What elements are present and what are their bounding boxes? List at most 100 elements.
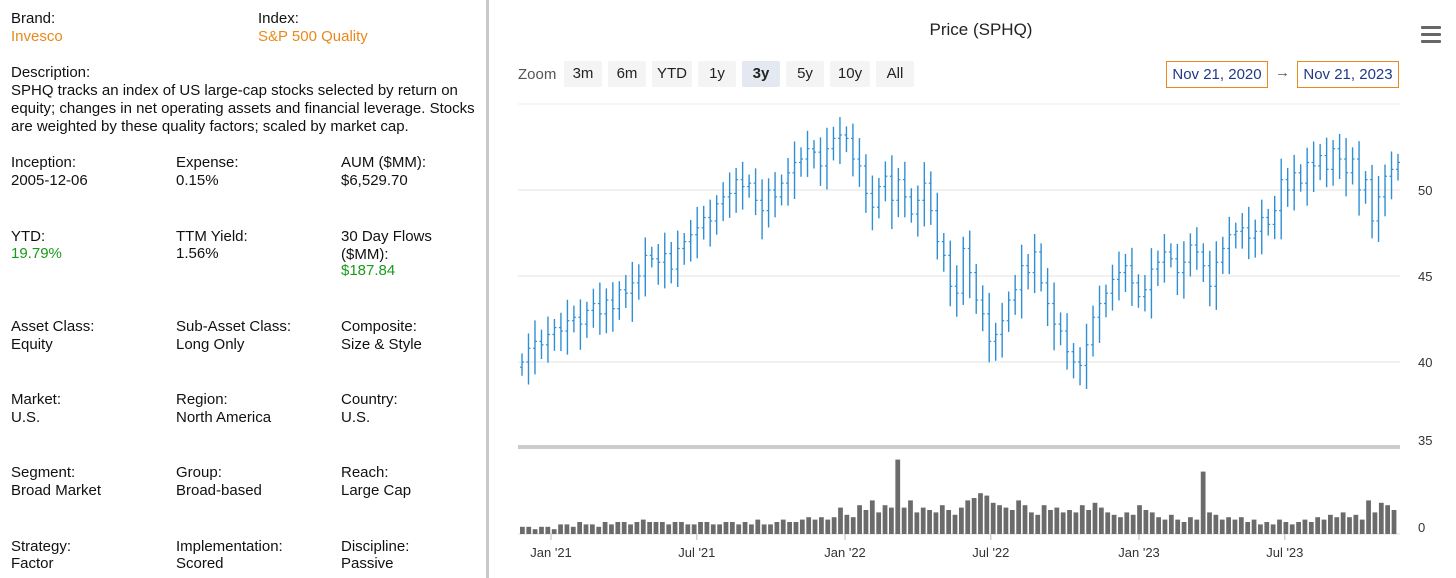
volume-bar [971,498,977,534]
volume-bar [1137,505,1142,534]
volume-bar [1092,502,1098,534]
brand-label: Brand: [11,10,56,27]
volume-bar [869,500,875,534]
volume-bar [1079,505,1085,534]
ytd-value: 19.79% [11,245,62,262]
volume-bar [927,510,932,534]
volume-bar [1028,512,1034,534]
volume-bar [577,522,583,534]
volume-bar [793,522,799,534]
volume-bar [774,522,780,534]
volume-bar [545,526,551,534]
implementation-label: Implementation: [176,538,283,555]
volume-bar [659,522,665,534]
ttm-yield-label: TTM Yield: [176,228,248,245]
volume-bar [596,526,602,534]
volume-bar [787,522,792,534]
volume-bar [882,505,888,534]
volume-bar [717,524,722,534]
volume-bar [1213,514,1219,534]
to-date-input[interactable]: Nov 21, 2023 [1297,61,1399,88]
expense-label: Expense: [176,154,239,171]
volume-bar [1277,519,1282,534]
volume-bar [526,526,532,534]
reach-value: Large Cap [341,482,412,499]
volume-bar [551,529,557,534]
volume-bar [1003,507,1009,534]
volume-bar [965,500,971,534]
volume-bar [1060,512,1066,534]
zoom-all-button[interactable]: All [876,61,914,87]
country-value: U.S. [341,409,371,426]
inception-label: Inception: [11,154,77,171]
zoom-3y-button[interactable]: 3y [742,61,780,87]
composite-value: Size & Style [341,336,422,353]
volume-bar [1162,519,1168,534]
zoom-5y-button[interactable]: 5y [786,61,824,87]
volume-bar [812,519,818,534]
volume-bar [819,517,824,534]
volume-bar [1219,519,1225,534]
strategy-label: Strategy: [11,538,72,555]
volume-bar [1372,512,1378,534]
volume-bar [863,510,869,534]
volume-bar [1334,517,1340,534]
hamburger-menu-icon[interactable] [1421,26,1441,44]
volume-bar [602,522,608,534]
volume-bar [1181,522,1187,534]
volume-bar [749,524,754,534]
x-axis-tick-label: Jul '21 [678,545,715,560]
market-value: U.S. [11,409,41,426]
volume-bar [1385,505,1391,534]
zoom-1y-button[interactable]: 1y [698,61,736,87]
volume-bar [1118,517,1123,534]
volume-bar [914,512,920,534]
volume-bar [1054,507,1060,534]
volume-bar [1258,524,1263,534]
volume-bar [838,507,843,534]
discipline-value: Passive [341,555,394,572]
volume-bar [520,526,525,534]
volume-bar [1194,519,1200,534]
pane-separator [518,445,1400,449]
volume-bar [997,505,1002,534]
zoom-3m-button[interactable]: 3m [564,61,602,87]
volume-bar [1022,505,1028,534]
volume-bar [908,500,913,534]
volume-bar [1035,514,1041,534]
ttm-yield-value: 1.56% [176,245,219,262]
zoom-10y-button[interactable]: 10y [830,61,870,87]
volume-bar [901,507,907,534]
date-range-arrow: → [1275,64,1290,81]
x-axis-tick-label: Jan '21 [530,545,572,560]
volume-bar [704,522,710,534]
volume-bar [621,522,627,534]
volume-bar [628,524,633,534]
fund-info-panel: Brand: Invesco Index: S&P 500 Quality De… [0,0,486,578]
panel-divider [486,0,489,578]
volume-bar [1048,510,1053,534]
volume-bar [539,526,544,534]
volume-bar [959,507,964,534]
volume-bar [768,524,773,534]
volume-bar [564,524,570,534]
volume-bar [1328,514,1333,534]
volume-bar [920,507,926,534]
volume-bar [1289,524,1295,534]
brand-value: Invesco [11,28,63,45]
volume-bar [570,526,576,534]
volume-bar [780,519,786,534]
x-axis-tick-label: Jan '23 [1118,545,1160,560]
from-date-input[interactable]: Nov 21, 2020 [1166,61,1268,88]
volume-bar [1073,512,1079,534]
discipline-label: Discipline: [341,538,410,555]
volume-bar [984,495,990,534]
volume-bar [583,524,589,534]
volume-bar [742,522,748,534]
flows-value: $187.84 [341,262,396,279]
volume-bar [1156,517,1161,534]
volume-bar [1251,519,1257,534]
zoom-ytd-button[interactable]: YTD [652,61,692,87]
zoom-6m-button[interactable]: 6m [608,61,646,87]
